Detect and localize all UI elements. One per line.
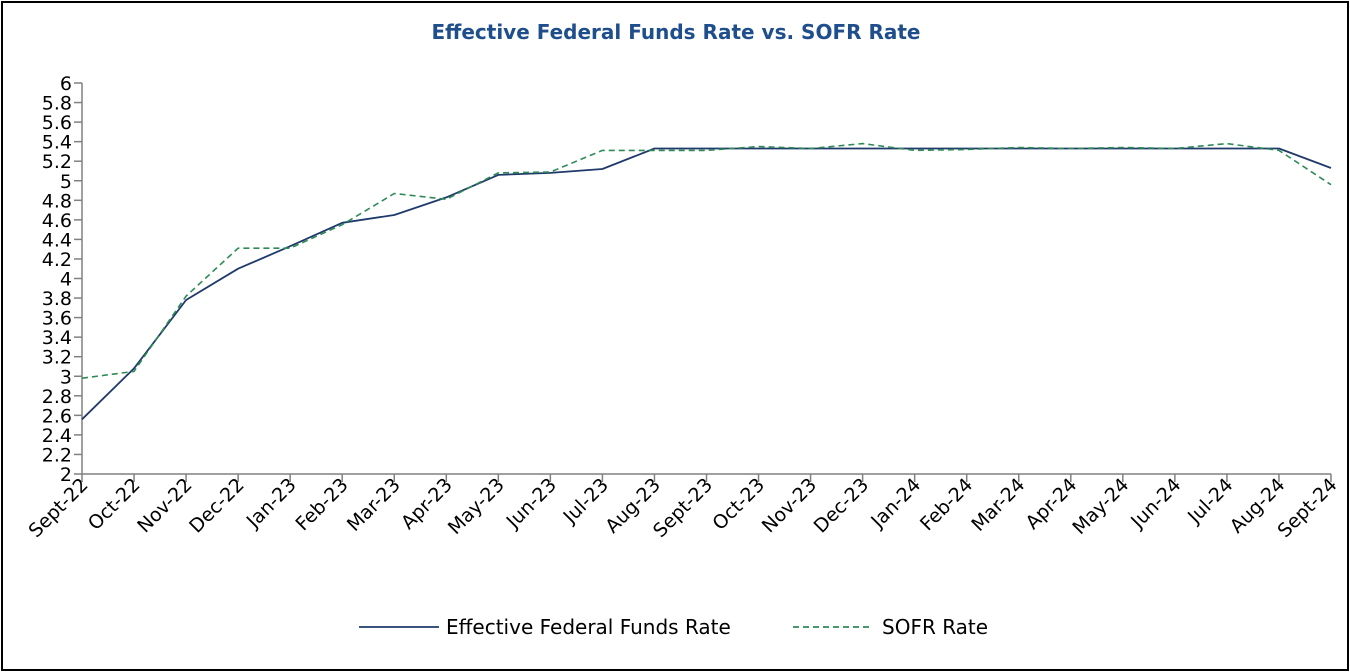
x-tick-label: Nov-22: [133, 474, 196, 537]
x-tick-label: Mar-23: [343, 474, 405, 536]
y-tick-label: 4.6: [42, 210, 72, 232]
x-tick-label: Oct-23: [708, 474, 769, 535]
y-tick-label: 2.4: [42, 425, 72, 447]
y-tick-label: 3.6: [42, 308, 72, 330]
line-chart: Effective Federal Funds Rate vs. SOFR Ra…: [24, 20, 1341, 639]
y-tick-label: 4.8: [42, 190, 72, 212]
x-tick-label: Jun-24: [1126, 474, 1185, 533]
y-tick-label: 5.2: [42, 151, 72, 173]
y-tick-label: 3.4: [42, 327, 72, 349]
x-tick-label: Sept-22: [24, 474, 92, 542]
chart-title: Effective Federal Funds Rate vs. SOFR Ra…: [431, 20, 920, 44]
x-tick-label: Jan-23: [242, 474, 301, 533]
x-tick-label: Nov-23: [758, 474, 821, 537]
y-tick-label: 4.2: [42, 249, 72, 271]
chart-series: [81, 142, 1332, 420]
x-tick-label: Dec-22: [185, 474, 249, 538]
x-tick-label: May-23: [444, 474, 509, 539]
series-line-effr: [81, 147, 1332, 420]
x-tick-label: Feb-23: [291, 474, 352, 535]
y-tick-label: 5.8: [42, 93, 72, 115]
legend-label-effr: Effective Federal Funds Rate: [446, 615, 731, 639]
x-tick-label: Feb-24: [916, 474, 977, 535]
y-tick-label: 2.2: [42, 444, 72, 466]
y-tick-label: 5.6: [42, 112, 72, 134]
y-tick-label: 6: [60, 73, 72, 95]
y-tick-label: 2.6: [42, 405, 72, 427]
y-axis-ticks: 22.22.42.62.833.23.43.63.844.24.44.64.85…: [42, 73, 82, 486]
y-tick-label: 3: [60, 366, 72, 388]
y-tick-label: 2.8: [42, 386, 72, 408]
chart-legend: Effective Federal Funds Rate SOFR Rate: [359, 615, 988, 639]
x-axis-ticks: Sept-22Oct-22Nov-22Dec-22Jan-23Feb-23Mar…: [24, 474, 1341, 542]
x-tick-label: Dec-23: [810, 474, 874, 538]
y-tick-label: 3.2: [42, 347, 72, 369]
x-tick-label: May-24: [1068, 474, 1133, 539]
series-line-sofr: [81, 142, 1332, 379]
y-tick-label: 4.4: [42, 229, 72, 251]
y-tick-label: 3.8: [42, 288, 72, 310]
y-tick-label: 2: [60, 464, 72, 486]
x-tick-label: Oct-22: [84, 474, 145, 535]
x-tick-label: Mar-24: [967, 474, 1029, 536]
y-tick-label: 5.4: [42, 132, 72, 154]
legend-label-sofr: SOFR Rate: [882, 615, 988, 639]
y-tick-label: 5: [60, 171, 72, 193]
x-tick-label: Jun-23: [502, 474, 561, 533]
chart-axes: [81, 83, 1331, 475]
y-tick-label: 4: [60, 269, 72, 291]
x-tick-label: Jan-24: [866, 474, 925, 533]
